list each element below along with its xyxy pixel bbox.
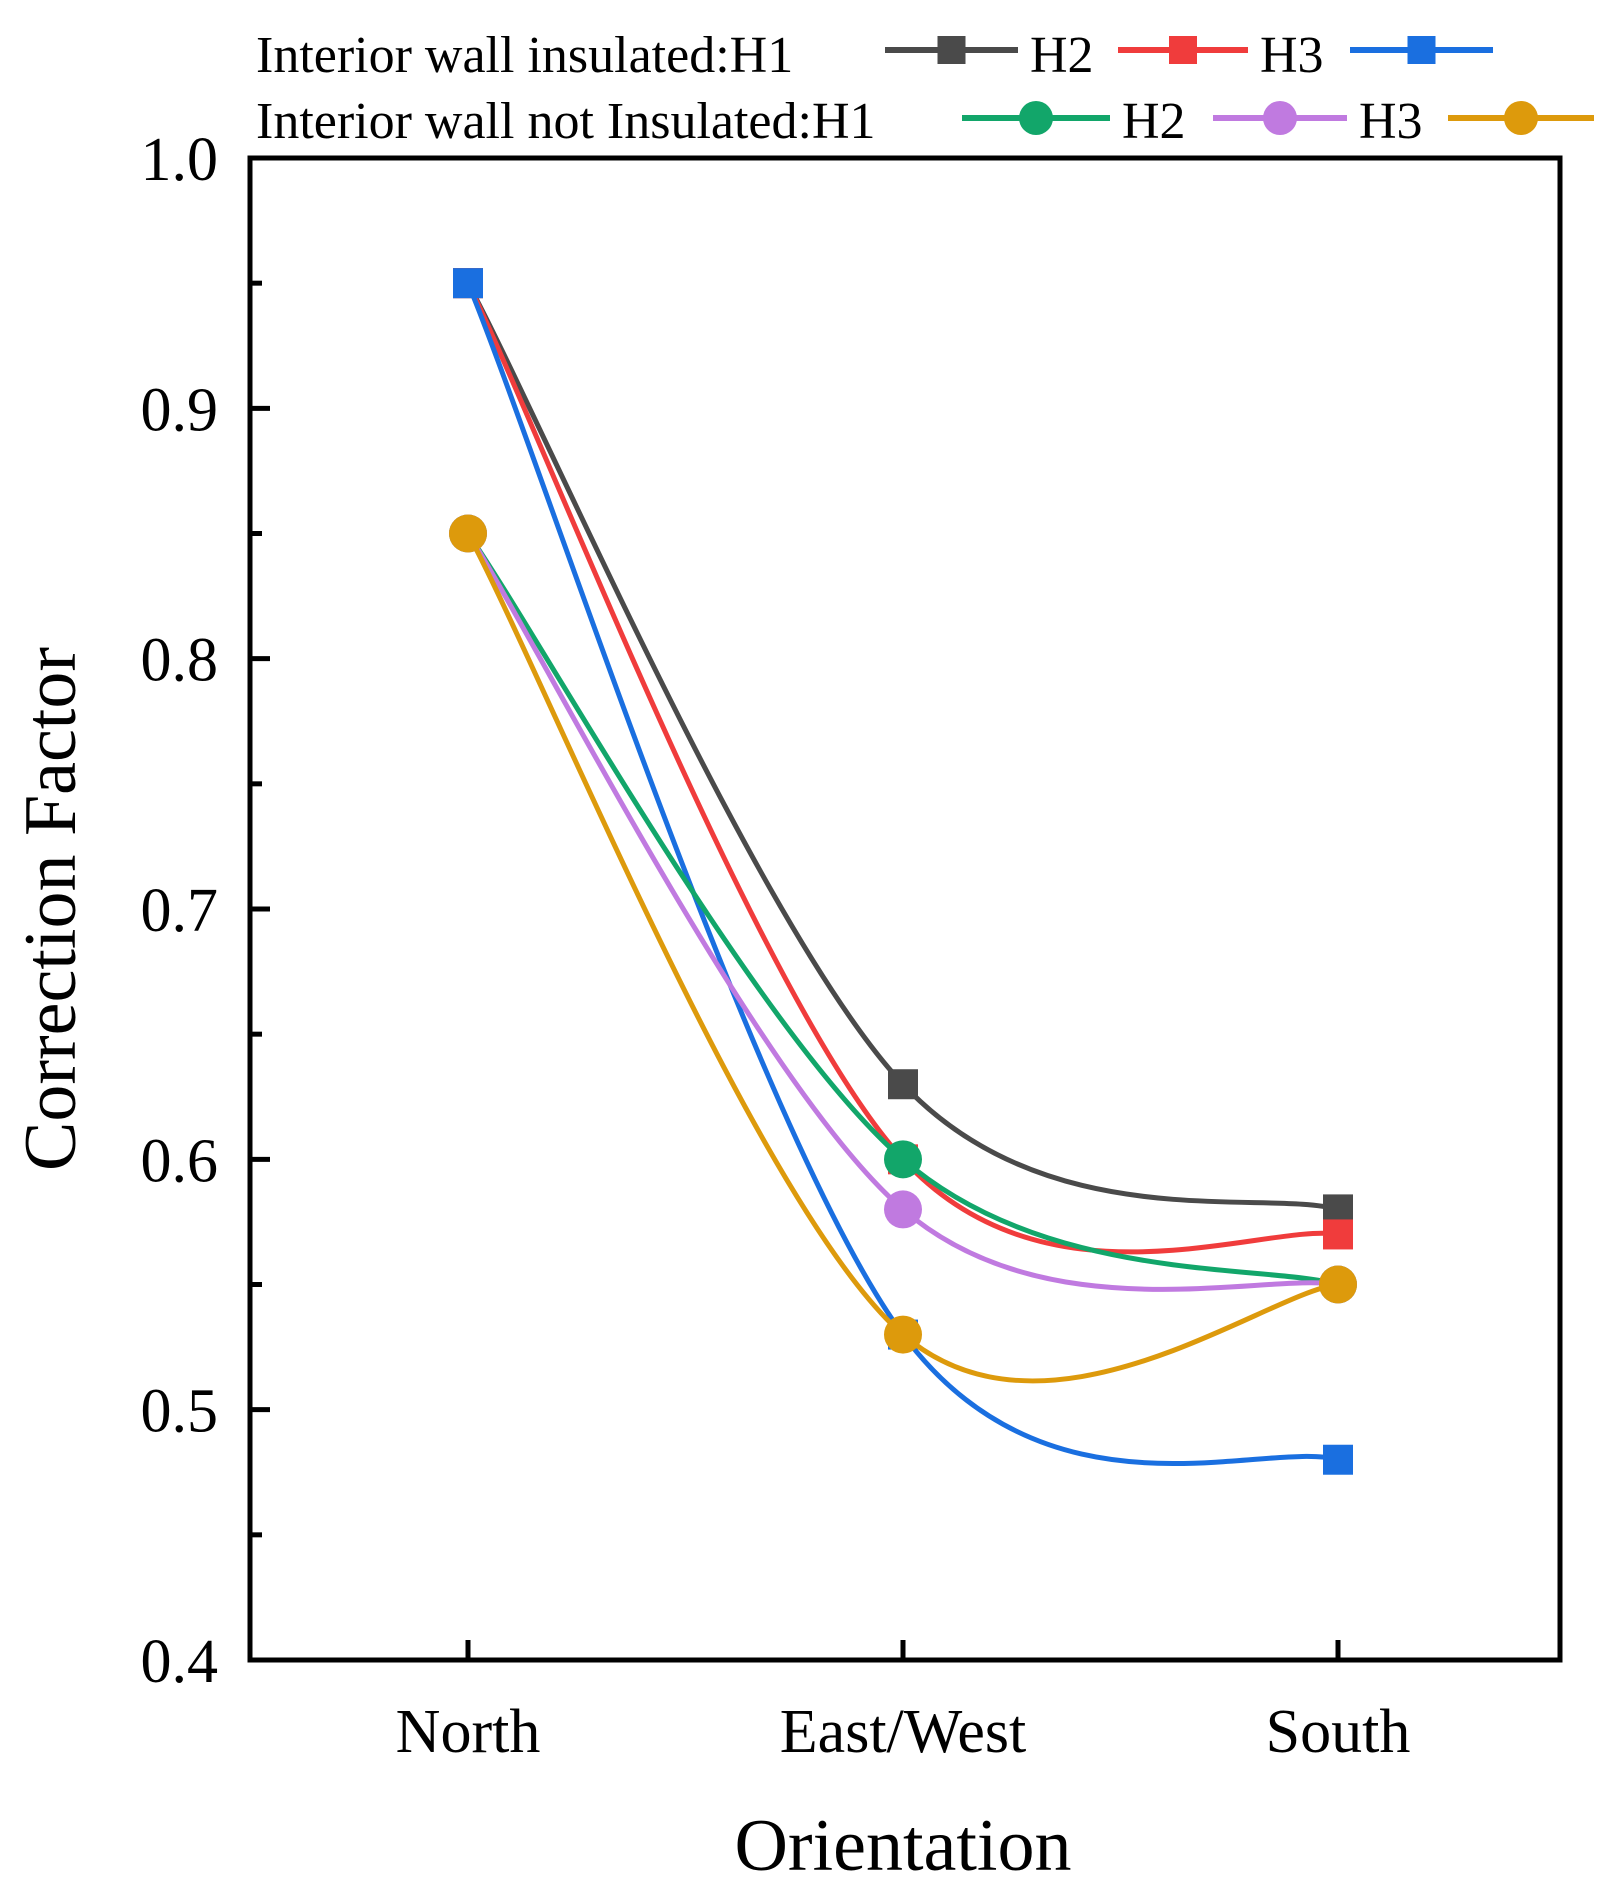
legend-marker	[1407, 36, 1436, 64]
legend-marker	[937, 36, 966, 64]
x-tick-labels: North East/West South	[396, 1698, 1411, 1766]
x-axis-title: Orientation	[734, 1805, 1071, 1885]
series-point-1	[888, 1069, 918, 1100]
y-tick-label: 0.9	[141, 376, 219, 444]
series-point-2	[1323, 1219, 1353, 1250]
series-point-6	[884, 1315, 922, 1354]
legend: Interior wall insulated: Interior wall n…	[256, 27, 1594, 150]
y-axis-title: Correction Factor	[10, 647, 92, 1171]
series-point-3	[1323, 1444, 1353, 1475]
legend-series-name: H1	[730, 27, 794, 84]
legend-series-name: H3	[1359, 93, 1423, 150]
series-point-6	[449, 514, 487, 553]
legend-row1-label: Interior wall insulated:	[256, 27, 730, 84]
series-line-1	[465, 281, 1339, 1212]
x-tick-label: South	[1266, 1698, 1411, 1766]
legend-series-name: H1	[812, 93, 876, 150]
series-point-5	[884, 1190, 922, 1229]
series-line-6	[465, 532, 1339, 1384]
legend-row2-label: Interior wall not Insulated:	[256, 93, 812, 150]
series-point-6	[1319, 1265, 1357, 1304]
legend-series-name: H3	[1260, 27, 1324, 84]
plot-frame	[247, 155, 1563, 1663]
y-tick-label: 1.0	[141, 126, 219, 194]
series-line-2	[465, 282, 1339, 1255]
y-tick-label: 0.4	[141, 1628, 219, 1696]
legend-series-name: H2	[1030, 27, 1094, 84]
tick-layer	[250, 155, 1341, 1663]
series-line-4	[465, 532, 1339, 1287]
x-tick-label: East/West	[780, 1698, 1026, 1766]
series-line-5	[465, 532, 1339, 1292]
y-tick-label: 0.8	[141, 627, 219, 695]
legend-series-name: H2	[1122, 93, 1186, 150]
y-tick-label: 0.7	[141, 877, 219, 945]
legend-marker	[1169, 36, 1197, 64]
series-point-1	[1323, 1194, 1353, 1225]
series-layer	[449, 268, 1357, 1475]
x-tick-label: North	[396, 1698, 541, 1766]
legend-marker	[1504, 101, 1538, 135]
legend-marker	[1263, 101, 1297, 135]
legend-marker	[1019, 101, 1053, 135]
y-tick-label: 0.6	[141, 1127, 219, 1195]
series-line-3	[465, 282, 1339, 1466]
y-tick-labels: 0.4 0.5 0.6 0.7 0.8 0.9 1.0	[141, 126, 219, 1696]
series-point-3	[453, 268, 483, 299]
series-point-4	[884, 1140, 922, 1179]
y-tick-label: 0.5	[141, 1378, 219, 1446]
